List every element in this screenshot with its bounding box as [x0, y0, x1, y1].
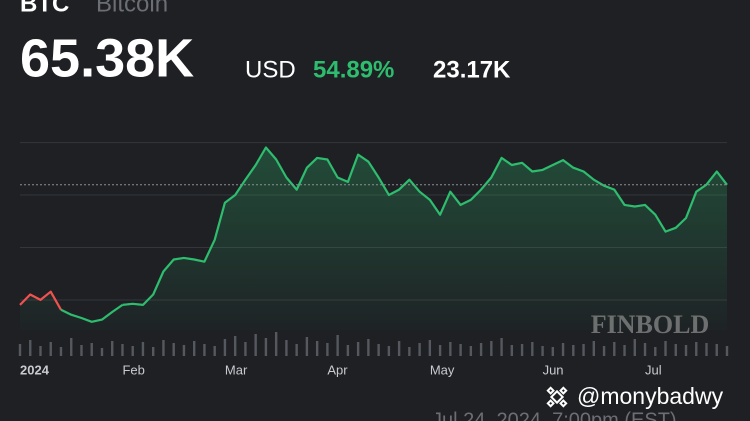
volume-bar [141, 342, 145, 356]
volume-bar [500, 338, 503, 356]
volume-bar [244, 342, 247, 356]
volume-bar [192, 341, 196, 356]
volume-bar [152, 347, 155, 356]
volume-bar [572, 345, 575, 356]
volume-bar [582, 344, 585, 356]
volume-bar [397, 341, 401, 356]
area [20, 147, 727, 330]
volume-bar [633, 339, 636, 356]
volume-bar [674, 344, 677, 356]
volume-bar [356, 342, 360, 356]
volume-bar [336, 335, 339, 356]
volume-bar [29, 340, 32, 356]
volume-bar [654, 347, 657, 356]
watermark: FINBOLD [591, 310, 709, 339]
price-line [122, 146, 728, 306]
volume-bar [90, 343, 93, 356]
volume-bar [111, 341, 114, 356]
volume-bar [254, 334, 257, 356]
volume-bar [295, 344, 298, 356]
price-line [60, 303, 124, 323]
volume-bar [449, 342, 452, 356]
volume-bar [377, 344, 380, 356]
volume-bar [367, 339, 370, 356]
volume-bar [233, 336, 237, 356]
volume: 23.17K [433, 56, 511, 83]
x-tick-label: Mar [225, 362, 248, 377]
volume-bar [602, 346, 606, 356]
x-tick-label: Apr [327, 362, 348, 377]
volume-bar [59, 347, 63, 356]
volume-bar [182, 345, 186, 356]
volume-bar [326, 343, 329, 356]
volume-bar [715, 344, 718, 356]
volume-bar [695, 342, 698, 356]
volume-bar [428, 340, 432, 356]
handle: @monybadwy [577, 383, 724, 409]
volume-bar [459, 344, 462, 356]
volume-bar [172, 343, 175, 356]
volume-bar [80, 345, 83, 356]
x-tick-label: May [430, 362, 455, 377]
volume-bar [531, 342, 534, 356]
volume-bar [285, 340, 288, 356]
change: 54.89% [313, 56, 394, 83]
volume-bar [70, 338, 73, 356]
volume-bar [408, 347, 411, 356]
volume-bar [315, 341, 319, 356]
volume-bar [684, 345, 688, 356]
volume-bar [162, 340, 165, 356]
x-tick-label: Jul [645, 362, 662, 377]
volume-bar [541, 346, 544, 356]
volume-bar [705, 343, 708, 356]
volume-bar [100, 348, 104, 356]
volume-bar [18, 344, 22, 356]
volume-bar [510, 345, 514, 356]
volume-bar [551, 347, 555, 356]
price-line [19, 290, 62, 311]
volume-bar [274, 332, 278, 356]
volume-bar [346, 345, 350, 356]
volume-bar [520, 344, 524, 356]
volume-bar [438, 345, 442, 356]
volume-bar [121, 344, 124, 356]
volume-bar [203, 344, 206, 356]
x-tick-label: Jun [543, 362, 564, 377]
currency: USD [245, 56, 296, 83]
volume-bar [469, 346, 473, 356]
volume-bar [664, 341, 667, 356]
volume-bar [561, 343, 565, 356]
volume-bar [39, 346, 42, 356]
plot: 2024 Feb Mar Apr May Jun Jul [18, 142, 729, 377]
volume-bar [592, 341, 595, 356]
price: 65.38K [20, 28, 194, 88]
volume-bar [387, 346, 391, 356]
volume-bar [613, 342, 616, 356]
volume-bar [725, 346, 729, 356]
volume-bar [490, 341, 493, 356]
volume-bar [418, 343, 421, 356]
volume-bar [213, 346, 216, 356]
volume-bar [49, 342, 52, 356]
volume-bar [131, 346, 134, 356]
volume-bar [223, 339, 227, 356]
symbol: BTC [20, 0, 69, 17]
timestamp: Jul 24, 2024, 7:00pm (EST) [432, 409, 677, 421]
volume-bar [643, 343, 647, 356]
asset-name: Bitcoin [96, 0, 168, 17]
volume-bar [479, 343, 483, 356]
volume-bar [264, 338, 268, 356]
x-tick-label: Feb [122, 362, 144, 377]
volume-bar [623, 345, 626, 356]
x-tick-label: 2024 [20, 362, 50, 377]
volume-bar [305, 337, 309, 356]
handle-badge: @monybadwy [546, 383, 724, 409]
